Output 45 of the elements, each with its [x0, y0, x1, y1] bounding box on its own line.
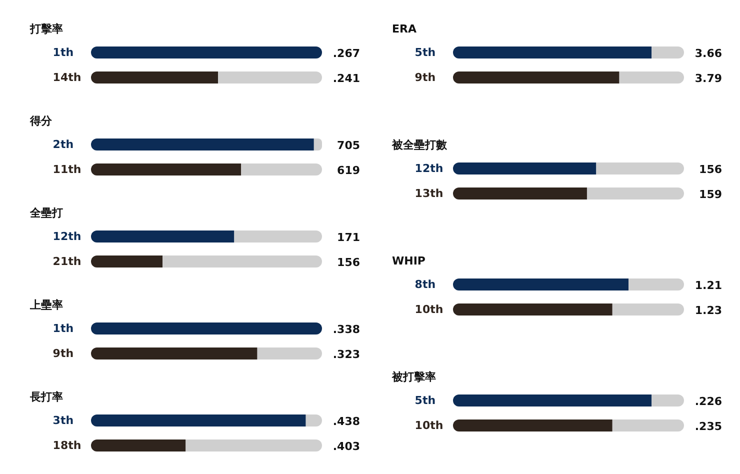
text: .226	[694, 395, 722, 408]
y-tick-label: 12th	[414, 162, 444, 175]
y-tick-label: 13th	[414, 187, 444, 200]
text: 159	[699, 188, 722, 201]
text: .267	[332, 47, 360, 60]
text: .403	[332, 440, 360, 453]
text: 705	[337, 139, 360, 152]
y-tick-label: 8th	[414, 278, 436, 291]
y-tick-label: 1th	[52, 46, 74, 59]
y-tick-label: 1th	[52, 322, 74, 335]
chart-title: ERA	[392, 22, 417, 36]
text: 3.79	[694, 72, 722, 85]
y-tick-label: 2th	[52, 138, 74, 151]
text: .235	[694, 420, 722, 433]
y-tick-label: 21th	[52, 255, 82, 268]
chart-title: 打擊率	[29, 22, 63, 36]
chart-title: 被全壘打數	[391, 138, 448, 152]
chart-title: 被打擊率	[391, 370, 436, 384]
y-tick-label: 9th	[52, 347, 74, 360]
chart-title: WHIP	[392, 254, 426, 268]
chart-title: 上壘率	[29, 298, 63, 312]
y-tick-label: 5th	[414, 46, 436, 59]
text: 1.23	[694, 304, 722, 317]
y-tick-label: 18th	[52, 439, 82, 452]
y-tick-label: 10th	[414, 303, 444, 316]
chart-title: 全壘打	[29, 206, 63, 220]
y-tick-label: 3th	[52, 414, 74, 427]
text: 156	[337, 256, 360, 269]
chart-title: 得分	[29, 114, 53, 128]
text: .323	[332, 348, 360, 361]
text: 619	[337, 164, 360, 177]
y-tick-label: 9th	[414, 71, 436, 84]
text: .338	[332, 323, 360, 336]
y-tick-label: 10th	[414, 419, 444, 432]
text: 3.66	[694, 47, 722, 60]
text: 171	[337, 231, 360, 244]
y-tick-label: 5th	[414, 394, 436, 407]
y-tick-label: 12th	[52, 230, 82, 243]
y-tick-label: 14th	[52, 71, 82, 84]
text: 156	[699, 163, 722, 176]
text: .438	[332, 415, 360, 428]
chart-title: 長打率	[29, 390, 63, 404]
text: .241	[332, 72, 360, 85]
text: 1.21	[694, 279, 722, 292]
y-tick-label: 11th	[52, 163, 82, 176]
